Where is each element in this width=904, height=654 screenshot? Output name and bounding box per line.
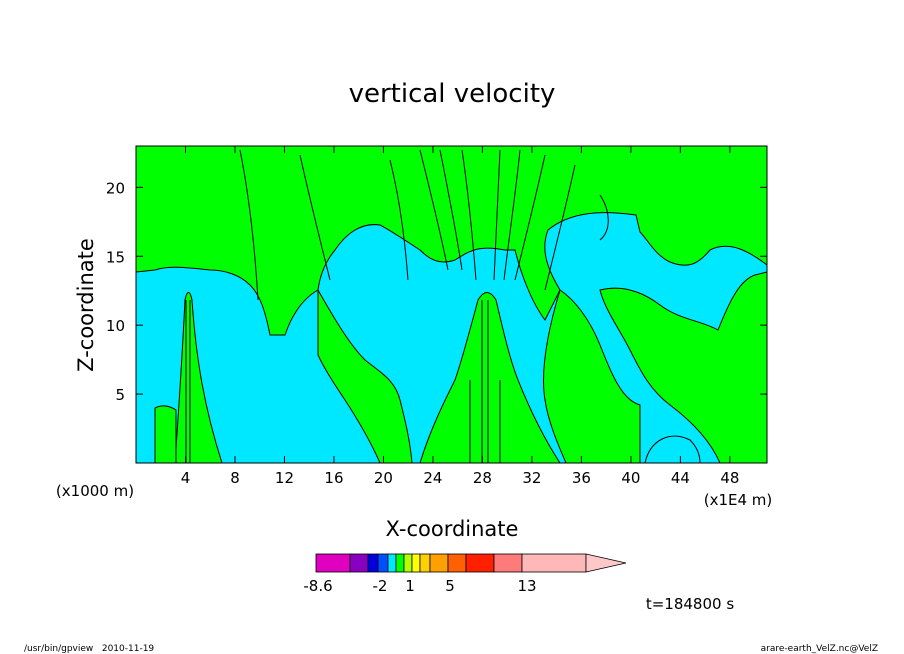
footer-left: /usr/bin/gpview 2010-11-19	[24, 644, 154, 654]
y-axis-ticks: 5 10 15 20	[106, 179, 767, 404]
colorbar-segment	[403, 553, 413, 573]
x-tick-label: 44	[671, 469, 690, 487]
x-tick-label: 8	[230, 469, 240, 487]
contour-line	[514, 154, 546, 281]
y-axis-label: Z-coordinate	[74, 238, 98, 372]
colorbar-segment	[377, 553, 389, 573]
footer-right: arare-earth_VelZ.nc@VelZ	[761, 644, 878, 654]
contour-line	[599, 194, 609, 241]
contour-line	[503, 149, 521, 281]
colorbar-label: 13	[517, 577, 536, 595]
colorbar-segment	[315, 553, 351, 573]
colorbar-label: 1	[405, 577, 415, 595]
chart-title: vertical velocity	[349, 79, 556, 109]
contour-line	[493, 149, 501, 281]
contour-lines	[185, 149, 609, 463]
x-tick-label: 20	[374, 469, 393, 487]
x-tick-label: 4	[181, 469, 191, 487]
region-right-bottom-blob	[644, 435, 701, 463]
colorbar-segment	[521, 553, 587, 573]
colorbar-segment	[349, 553, 369, 573]
x-tick-label: 12	[275, 469, 294, 487]
x-tick-label: 40	[621, 469, 640, 487]
contour-line	[461, 149, 477, 281]
contour-line	[239, 149, 259, 301]
colorbar-segment	[411, 553, 421, 573]
contour-line	[389, 159, 409, 281]
x-tick-label: 36	[572, 469, 591, 487]
y-tick-label: 20	[106, 179, 125, 197]
region-center-right	[543, 289, 641, 463]
x-tick-label: 28	[473, 469, 492, 487]
colorbar-arrow	[585, 553, 627, 573]
time-label: t=184800 s	[646, 595, 734, 613]
contour-line	[299, 154, 331, 281]
region-mid-left	[317, 288, 413, 463]
contour-line	[544, 164, 576, 291]
colorbar-segment	[465, 553, 495, 573]
x-axis-label: X-coordinate	[386, 517, 519, 541]
region-left-plume	[174, 292, 223, 463]
region-left-lower	[154, 405, 177, 463]
y-tick-label: 5	[115, 386, 125, 404]
colorbar-segment	[429, 553, 449, 573]
x-scale-note: (x1E4 m)	[704, 491, 773, 509]
contour-line	[419, 149, 449, 271]
contour-line	[439, 149, 463, 271]
colorbar-segment	[395, 553, 405, 573]
x-tick-label: 16	[324, 469, 343, 487]
colorbar-label: -8.6	[303, 577, 332, 595]
x-tick-label: 32	[522, 469, 541, 487]
colorbar	[315, 553, 627, 573]
colorbar-segment	[493, 553, 523, 573]
y-tick-label: 15	[106, 248, 125, 266]
colorbar-segment	[447, 553, 467, 573]
plot-frame	[135, 145, 768, 464]
colorbar-label: -2	[373, 577, 388, 595]
colorbar-segment	[419, 553, 431, 573]
x-unit-label: (x1000 m)	[56, 482, 134, 500]
colorbar-segment	[387, 553, 397, 573]
region-upper-band	[136, 146, 767, 336]
colorbar-labels: -8.6 -2 1 5 13	[303, 577, 536, 595]
y-tick-label: 10	[106, 317, 125, 335]
x-tick-label: 48	[720, 469, 739, 487]
region-right-mid	[599, 271, 767, 463]
colorbar-label: 5	[445, 577, 455, 595]
colorbar-segment	[367, 553, 379, 573]
x-axis-ticks: 4 8 12 16 20 24 28 32 36 40 44 48	[181, 146, 739, 487]
contour-regions	[136, 146, 767, 463]
x-tick-label: 24	[423, 469, 442, 487]
region-center-plume	[419, 292, 561, 463]
